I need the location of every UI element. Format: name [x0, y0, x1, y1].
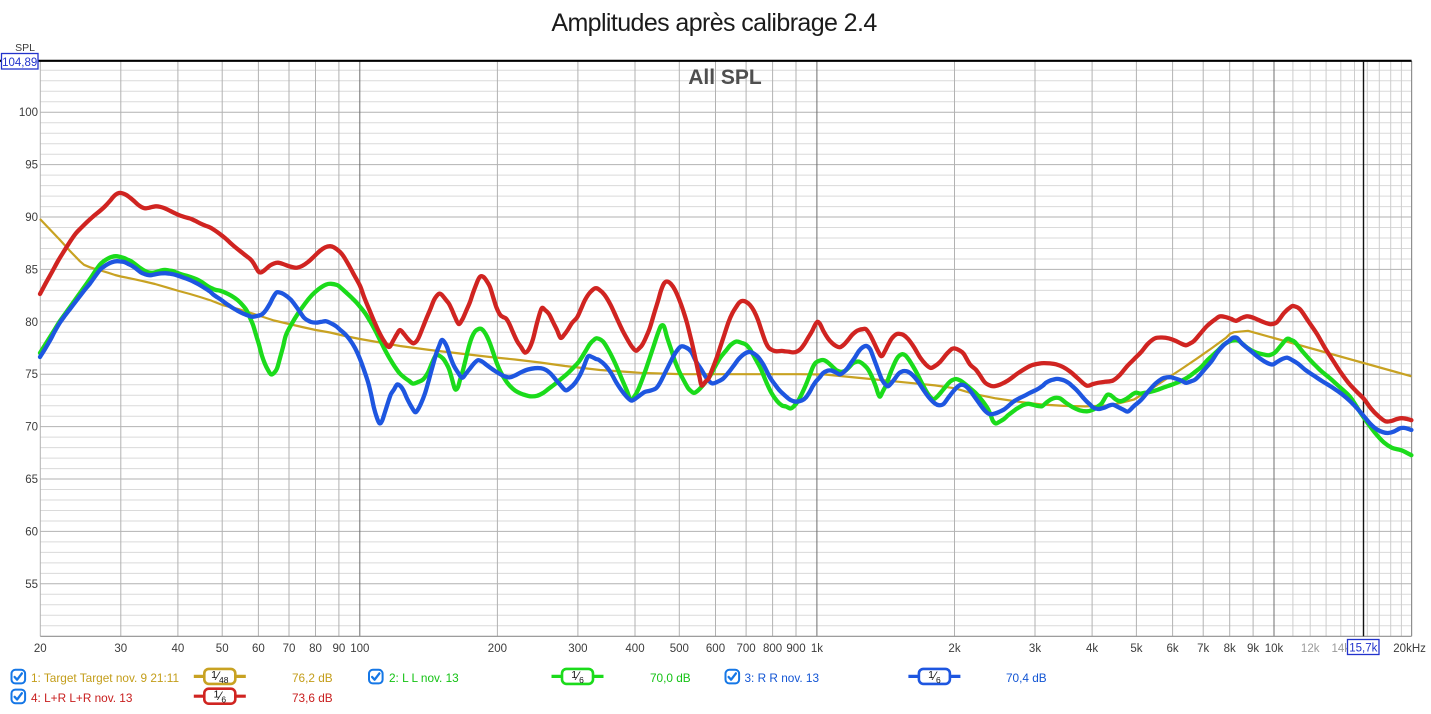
svg-text:2: L L nov. 13: 2: L L nov. 13	[389, 671, 459, 685]
svg-text:2k: 2k	[948, 643, 960, 655]
svg-text:50: 50	[216, 643, 229, 655]
svg-text:90: 90	[25, 212, 38, 224]
svg-text:7k: 7k	[1197, 643, 1209, 655]
svg-text:700: 700	[737, 643, 756, 655]
svg-text:5k: 5k	[1130, 643, 1142, 655]
svg-text:70: 70	[283, 643, 296, 655]
svg-text:70,4 dB: 70,4 dB	[1006, 671, 1047, 685]
svg-text:800: 800	[763, 643, 782, 655]
svg-text:85: 85	[25, 264, 38, 276]
svg-text:104,89: 104,89	[2, 57, 37, 69]
svg-text:400: 400	[625, 643, 644, 655]
svg-text:3k: 3k	[1029, 643, 1041, 655]
svg-text:1: Target Target nov. 9 21:11: 1: Target Target nov. 9 21:11	[31, 671, 179, 685]
svg-text:75: 75	[25, 369, 38, 381]
svg-text:4: L+R L+R nov. 13: 4: L+R L+R nov. 13	[31, 691, 133, 705]
svg-text:80: 80	[25, 317, 38, 329]
svg-text:200: 200	[488, 643, 507, 655]
svg-text:76,2 dB: 76,2 dB	[292, 671, 333, 685]
svg-text:12k: 12k	[1301, 643, 1320, 655]
svg-text:500: 500	[670, 643, 689, 655]
svg-text:1⁄48: 1⁄48	[211, 669, 229, 685]
svg-text:1⁄6: 1⁄6	[928, 669, 941, 685]
svg-text:20kHz: 20kHz	[1393, 643, 1426, 655]
svg-text:40: 40	[172, 643, 185, 655]
svg-text:20: 20	[34, 643, 47, 655]
svg-text:100: 100	[19, 107, 38, 119]
svg-text:1⁄6: 1⁄6	[214, 689, 227, 705]
svg-text:14k: 14k	[1332, 643, 1351, 655]
svg-text:80: 80	[309, 643, 322, 655]
svg-text:70: 70	[25, 422, 38, 434]
svg-text:8k: 8k	[1224, 643, 1236, 655]
svg-text:95: 95	[25, 160, 38, 172]
svg-text:55: 55	[25, 579, 38, 591]
svg-text:4k: 4k	[1086, 643, 1098, 655]
svg-text:65: 65	[25, 474, 38, 486]
svg-text:1⁄6: 1⁄6	[571, 669, 584, 685]
svg-text:900: 900	[786, 643, 805, 655]
svg-text:9k: 9k	[1247, 643, 1259, 655]
svg-text:All SPL: All SPL	[688, 66, 762, 89]
svg-text:90: 90	[333, 643, 346, 655]
svg-text:70,0 dB: 70,0 dB	[650, 671, 691, 685]
svg-text:1k: 1k	[811, 643, 823, 655]
svg-text:100: 100	[350, 643, 369, 655]
svg-text:30: 30	[114, 643, 127, 655]
svg-text:3: R R nov. 13: 3: R R nov. 13	[745, 671, 820, 685]
svg-text:6k: 6k	[1167, 643, 1179, 655]
svg-text:300: 300	[568, 643, 587, 655]
svg-text:SPL: SPL	[15, 42, 35, 54]
svg-text:15,7k: 15,7k	[1349, 642, 1377, 654]
svg-text:Amplitudes après calibrage 2.4: Amplitudes après calibrage 2.4	[551, 9, 877, 37]
svg-text:60: 60	[252, 643, 265, 655]
svg-text:10k: 10k	[1265, 643, 1284, 655]
svg-text:60: 60	[25, 526, 38, 538]
svg-text:73,6 dB: 73,6 dB	[292, 691, 333, 705]
svg-text:600: 600	[706, 643, 725, 655]
